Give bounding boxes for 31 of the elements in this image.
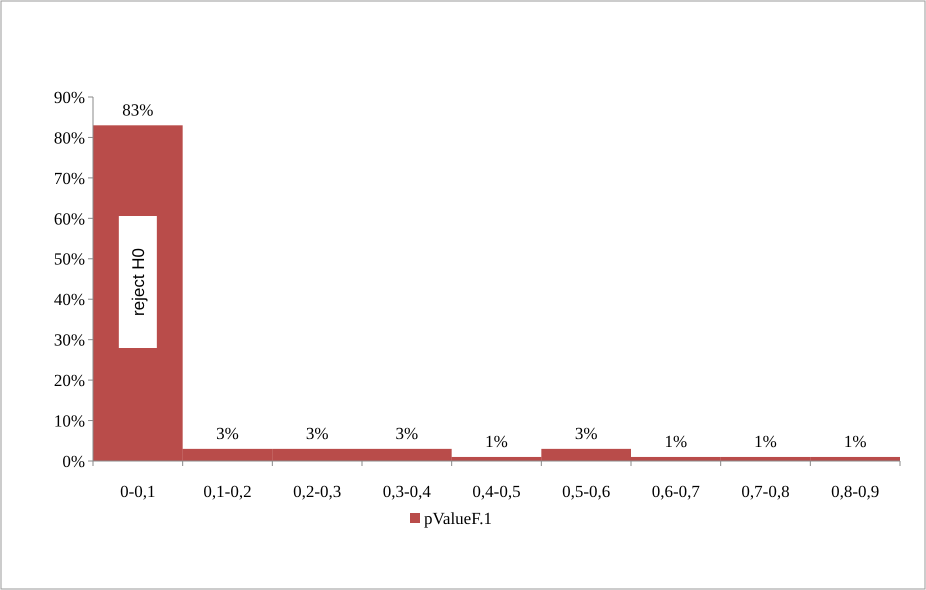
y-tick-label: 70% (54, 168, 85, 188)
x-tick-label: 0,1-0,2 (203, 482, 252, 501)
x-tick-label: 0,2-0,3 (293, 482, 342, 501)
legend-label: pValueF.1 (424, 508, 492, 528)
x-tick-label: 0,6-0,7 (652, 482, 700, 501)
y-tick-label: 80% (54, 128, 85, 148)
y-tick-label: 10% (54, 412, 85, 431)
y-tick-label: 0% (62, 452, 85, 471)
data-label: 3% (395, 424, 418, 443)
data-label: 3% (574, 424, 598, 443)
data-label: 3% (306, 424, 329, 443)
x-tick-label: 0,5-0,6 (562, 482, 610, 501)
y-tick-label: 30% (54, 330, 85, 350)
y-tick-label: 20% (54, 371, 85, 390)
y-tick-label: 40% (54, 290, 85, 310)
annotation: reject H0 (128, 248, 148, 316)
data-label: 1% (844, 432, 867, 451)
data-label: 83% (122, 100, 154, 120)
y-tick-label: 50% (54, 250, 85, 269)
y-tick-label: 90% (54, 88, 85, 107)
x-tick-label: 0,4-0,5 (472, 482, 521, 501)
x-tick-label: 0,7-0,8 (741, 482, 790, 501)
x-tick-label: 0,8-0,9 (831, 482, 880, 501)
y-tick-label: 60% (54, 209, 85, 228)
x-tick-label: 0,3-0,4 (382, 482, 432, 501)
data-label: 1% (485, 432, 508, 451)
data-label: 1% (754, 432, 777, 451)
data-label: 1% (664, 432, 688, 451)
text-box: reject H0 (118, 216, 157, 348)
x-tick-label: 0-0,1 (120, 482, 156, 501)
data-label: 3% (216, 424, 239, 443)
